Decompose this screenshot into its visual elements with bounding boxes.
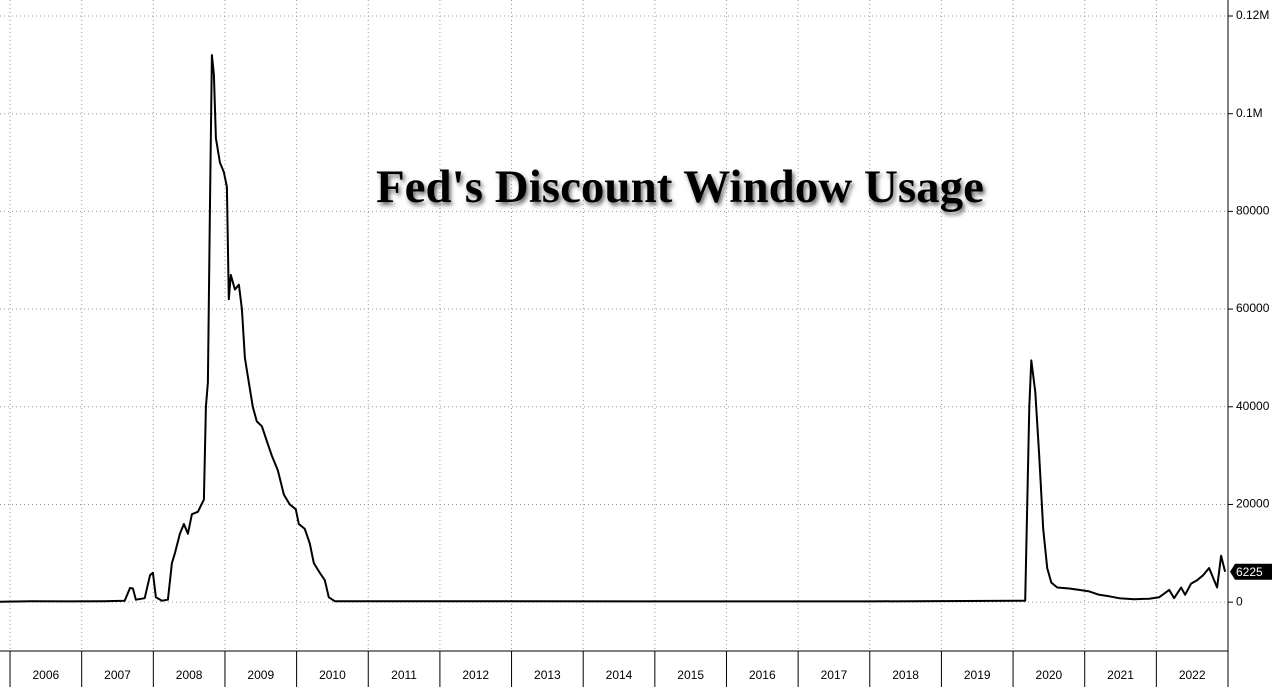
x-tick-label: 2008 [176,668,203,682]
x-tick-label: 2009 [247,668,274,682]
x-tick-label: 2016 [749,668,776,682]
y-tick-label: 20000 [1236,497,1270,511]
y-tick-label: 80000 [1236,204,1270,218]
last-value-label: 6225 [1236,565,1263,579]
y-tick-label: 0 [1236,594,1243,608]
x-tick-label: 2010 [319,668,346,682]
x-tick-label: 2021 [1107,668,1134,682]
x-tick-label: 2012 [462,668,489,682]
x-tick-label: 2018 [892,668,919,682]
y-tick-label: 40000 [1236,399,1270,413]
x-tick-label: 2015 [677,668,704,682]
x-tick-label: 2014 [606,668,633,682]
x-tick-label: 2022 [1179,668,1206,682]
x-tick-label: 2013 [534,668,561,682]
x-tick-label: 2011 [391,668,417,682]
chart-title: Fed's Discount Window Usage [376,161,984,213]
y-tick-label: 0.12M [1236,8,1269,22]
y-tick-label: 0.1M [1236,106,1263,120]
plot [0,54,1227,603]
last-value-box [1230,563,1272,580]
x-tick-label: 2017 [821,668,848,682]
x-tick-label: 2006 [33,668,60,682]
line-series [0,54,1227,603]
x-tick-label: 2019 [964,668,991,682]
x-tick-label: 2007 [104,668,131,682]
y-tick-label: 60000 [1236,301,1270,315]
grid [0,0,1228,651]
x-tick-label: 2020 [1036,668,1063,682]
